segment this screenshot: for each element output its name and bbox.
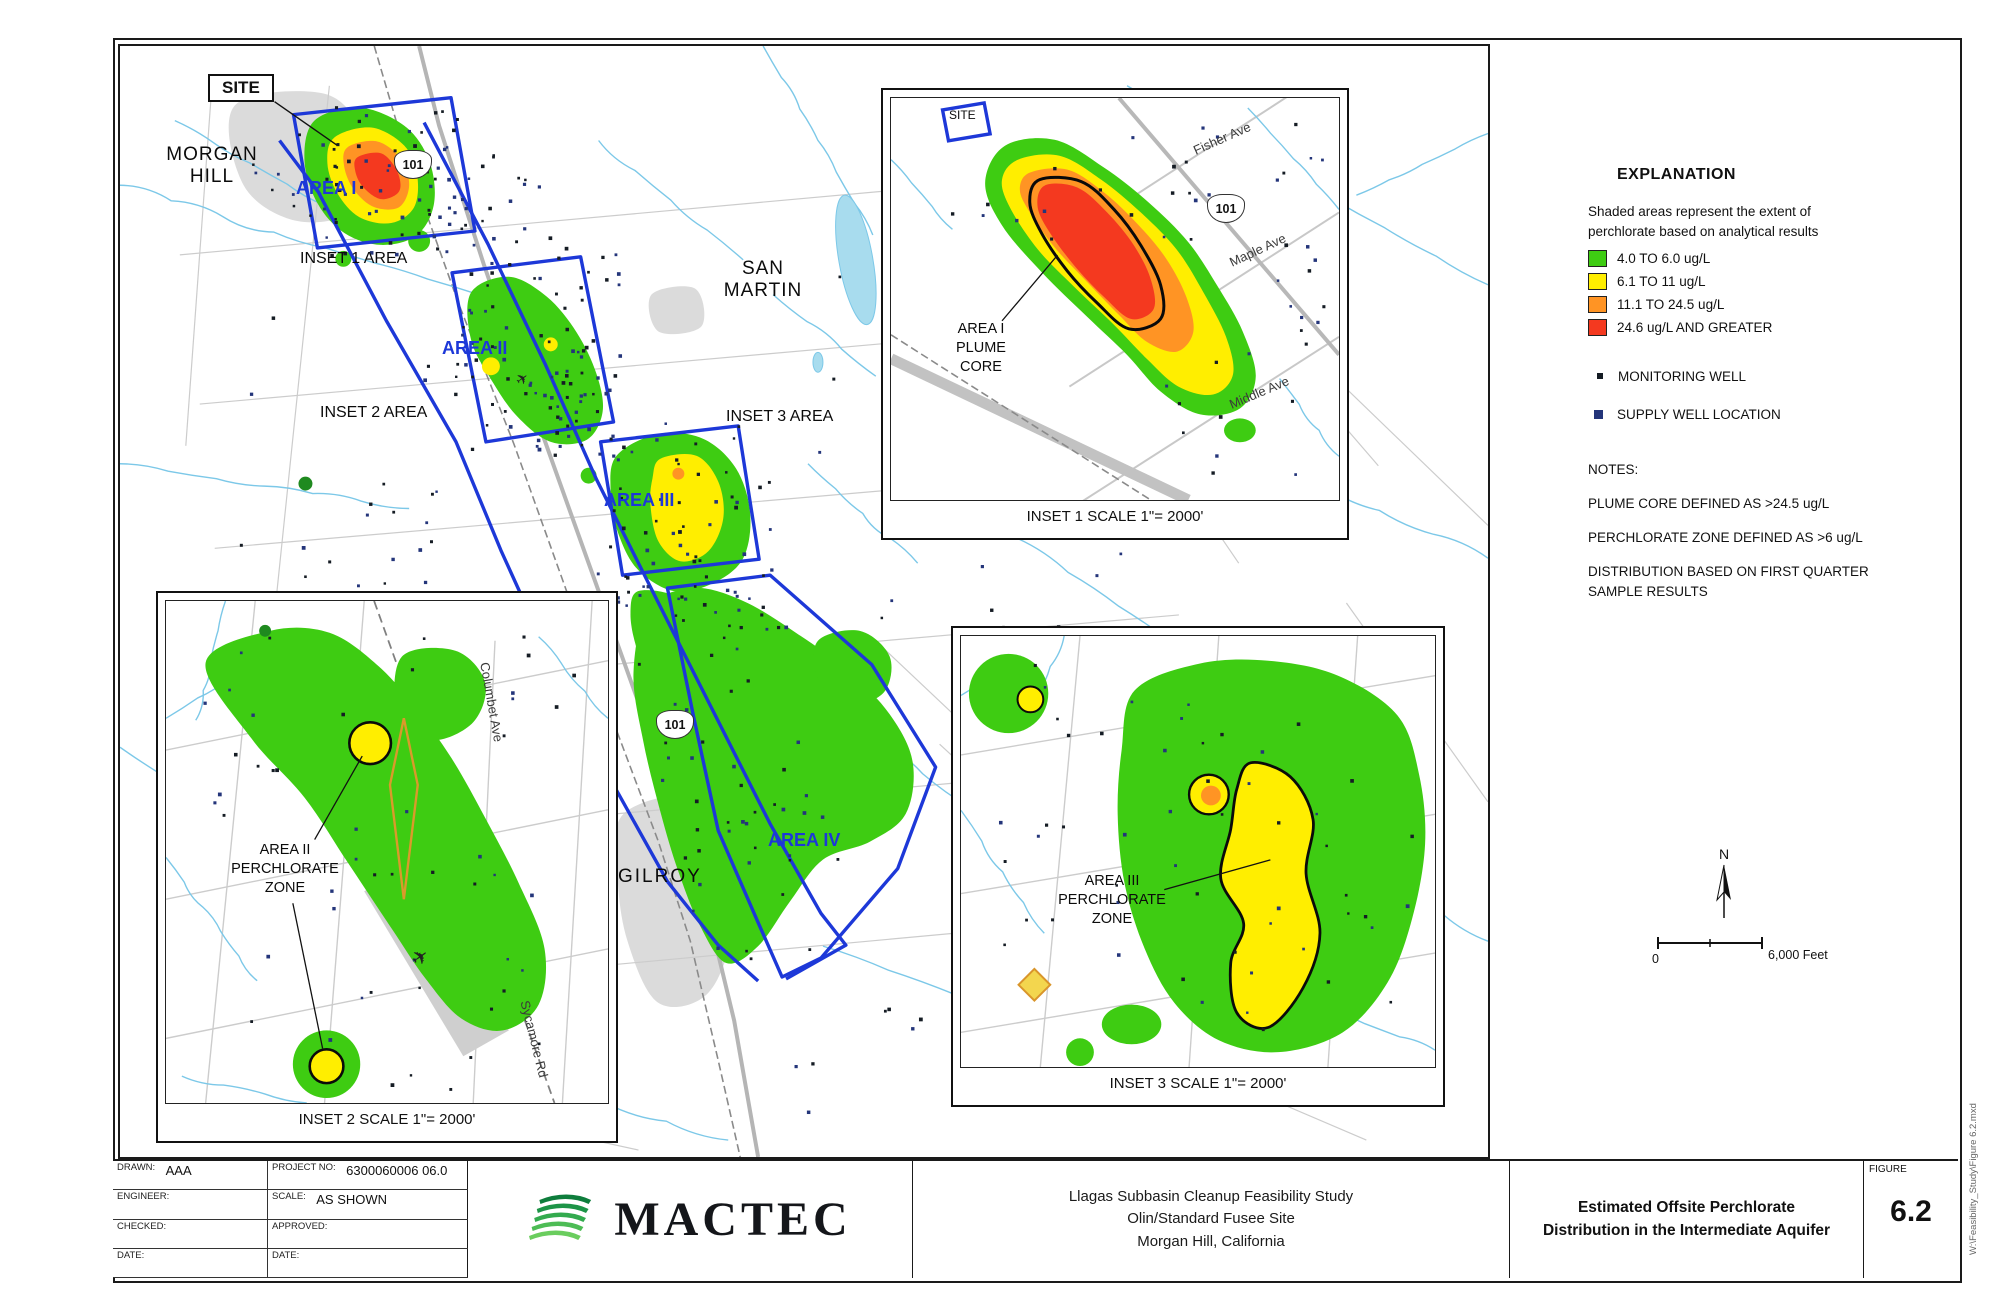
label-inset3-area: INSET 3 AREA (726, 408, 834, 425)
scale-bar (1657, 937, 1763, 949)
label-inset1-area: INSET 1 AREA (300, 250, 408, 267)
note-distribution: DISTRIBUTION BASED ON FIRST QUARTER SAMP… (1588, 564, 1869, 599)
project-no-cell: PROJECT NO: 6300060006 06.0 (268, 1161, 468, 1191)
mactec-logo-text: MACTEC (614, 1193, 852, 1246)
legend-title: EXPLANATION (1617, 166, 1736, 183)
label-area-2: AREA II (442, 338, 508, 358)
scale-max-label: 6,000 Feet (1768, 948, 1828, 962)
inset-1: SITE AREA I PLUME CORE Fisher Ave Maple … (881, 88, 1349, 540)
inset-2-caption: INSET 2 SCALE 1"= 2000' (298, 1110, 476, 1128)
inset3-zone-label: AREA III PERCHLORATE ZONE (1058, 873, 1166, 927)
file-path-note: W:\Feasibility_Study\Figure 6.2.mxd (1968, 1103, 1979, 1255)
legend-class-row: 24.6 ug/L AND GREATER (1588, 317, 1772, 337)
inset-3-canvas (961, 636, 1435, 1067)
main-map-frame: SITE MORGAN HILL AREA I INSET 1 AREA ARE… (118, 44, 1490, 1159)
scale-cell: SCALE: AS SHOWN (268, 1190, 468, 1220)
supply-well-label: SUPPLY WELL LOCATION (1617, 406, 1781, 422)
checked-cell: CHECKED: (113, 1219, 268, 1249)
label-area-1: AREA I (296, 178, 357, 198)
route-101-shield: 101 (656, 710, 694, 739)
route-101-shield: 101 (394, 150, 432, 179)
label-morgan-hill: MORGAN HILL (166, 144, 258, 187)
label-area-3: AREA III (604, 490, 675, 510)
inset-2-map: AREA II PERCHLORATE ZONE Columbet Ave Sy… (165, 600, 609, 1104)
legend-class-row: 6.1 TO 11 ug/L (1588, 271, 1706, 291)
legend-class-label: 11.1 TO 24.5 ug/L (1617, 296, 1725, 312)
inset-3-caption: INSET 3 SCALE 1"= 2000' (1109, 1074, 1287, 1092)
approved-cell: APPROVED: (268, 1220, 468, 1249)
figure-title: Estimated Offsite Perchlorate Distributi… (1510, 1161, 1864, 1278)
figure-number: 6.2 (1890, 1195, 1932, 1228)
label-san-martin: SAN MARTIN (723, 258, 803, 301)
inset-3-map: AREA III PERCHLORATE ZONE (960, 635, 1436, 1068)
legend-class-label: 24.6 ug/L AND GREATER (1617, 319, 1773, 335)
inset1-plume-core-label: AREA I PLUME CORE (956, 321, 1006, 375)
legend-monitoring-well-row: MONITORING WELL (1592, 366, 1746, 386)
inset-2-canvas (166, 601, 608, 1103)
legend-swatch-yellow (1588, 272, 1607, 290)
legend-class-label: 4.0 TO 6.0 ug/L (1617, 250, 1711, 266)
inset-2: AREA II PERCHLORATE ZONE Columbet Ave Sy… (156, 591, 618, 1143)
label-area-4: AREA IV (768, 830, 841, 850)
legend-swatch-red (1588, 318, 1607, 336)
legend-class-row: 11.1 TO 24.5 ug/L (1588, 294, 1724, 314)
mactec-logo: MACTEC (468, 1161, 913, 1278)
label-gilroy: GILROY (618, 866, 702, 887)
title-block: DRAWN: AAA PROJECT NO: 6300060006 06.0 E… (113, 1159, 1958, 1279)
north-arrow-icon (1716, 864, 1731, 918)
date2-cell: DATE: (268, 1249, 468, 1279)
drawn-cell: DRAWN: AAA (113, 1161, 268, 1191)
legend-swatch-orange (1588, 295, 1607, 313)
monitoring-well-icon (1597, 373, 1603, 379)
legend-supply-well-row: SUPPLY WELL LOCATION (1590, 404, 1781, 424)
inset-1-canvas (891, 98, 1339, 500)
north-label: N (1718, 846, 1730, 862)
monitoring-well-label: MONITORING WELL (1618, 368, 1747, 384)
project-title: Llagas Subbasin Cleanup Feasibility Stud… (913, 1161, 1510, 1278)
label-inset2-area: INSET 2 AREA (320, 404, 428, 421)
note-perchlorate-zone: PERCHLORATE ZONE DEFINED AS >6 ug/L (1588, 530, 1863, 545)
scale-zero-label: 0 (1652, 952, 1659, 966)
inset-3: AREA III PERCHLORATE ZONE INSET 3 SCALE … (951, 626, 1445, 1107)
route-101-shield: 101 (1207, 194, 1245, 223)
inset-1-caption: INSET 1 SCALE 1"= 2000' (1026, 507, 1204, 525)
inset2-zone-label: AREA II PERCHLORATE ZONE (231, 842, 339, 896)
engineer-cell: ENGINEER: (113, 1190, 268, 1220)
notes-title: NOTES: (1588, 462, 1639, 477)
mactec-logo-icon (529, 1194, 592, 1240)
inset1-site-label: SITE (949, 108, 976, 122)
legend-intro: Shaded areas represent the extent of per… (1588, 204, 1819, 240)
title-block-fields: DRAWN: AAA PROJECT NO: 6300060006 06.0 E… (113, 1161, 468, 1279)
legend-class-label: 6.1 TO 11 ug/L (1617, 273, 1706, 289)
figure-number-box: FIGURE 6.2 (1864, 1161, 1958, 1278)
note-plume-core: PLUME CORE DEFINED AS >24.5 ug/L (1588, 496, 1830, 511)
supply-well-icon (1594, 409, 1603, 419)
sheet-border (113, 38, 1962, 1283)
inset-1-map: SITE AREA I PLUME CORE Fisher Ave Maple … (890, 97, 1340, 501)
site-label: SITE (222, 78, 260, 97)
legend-class-row: 4.0 TO 6.0 ug/L (1588, 248, 1710, 268)
north-arrow: N (1702, 846, 1746, 920)
site-label-box: SITE (208, 74, 274, 102)
legend-swatch-green (1588, 249, 1607, 267)
date-cell: DATE: (113, 1248, 268, 1279)
figure-label: FIGURE (1869, 1164, 1907, 1175)
